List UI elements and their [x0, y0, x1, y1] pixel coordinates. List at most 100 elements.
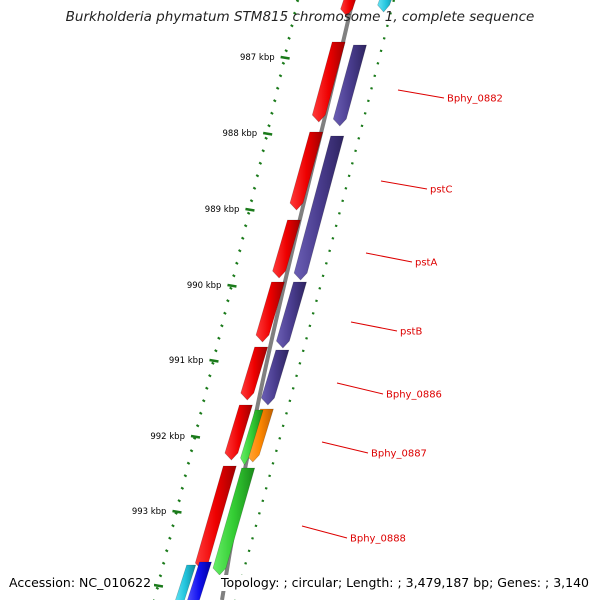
outer-tick [354, 149, 357, 153]
kbp-label: 987 kbp [240, 53, 275, 63]
minor-tick [211, 361, 215, 365]
minor-tick [292, 11, 297, 15]
major-tick [262, 131, 273, 136]
major-tick [172, 509, 182, 514]
outer-tick [288, 399, 292, 403]
outer-tick [247, 549, 251, 553]
outer-tick [389, 12, 392, 15]
kbp-ticks: 987 kbp 988 kbp 989 kbp 990 kbp 991 kbp 992 k… [113, 0, 396, 600]
gene-label[interactable]: Bphy_0887 [371, 449, 427, 460]
outer-tick [315, 299, 318, 303]
kbp-label: 989 kbp [205, 205, 240, 215]
minor-tick [249, 199, 254, 203]
outer-tick [298, 362, 302, 365]
outer-tick [278, 437, 282, 440]
map-title: Burkholderia phymatum STM815 chromosome … [65, 9, 535, 25]
gene-arrow [187, 561, 212, 600]
minor-tick [174, 511, 178, 515]
topology-value: circular [283, 575, 337, 590]
gene-arrow [311, 41, 346, 123]
minor-tick [168, 536, 172, 540]
outer-tick [254, 524, 258, 528]
minor-tick [255, 174, 260, 178]
outer-tick [328, 249, 332, 253]
outer-tick [311, 312, 315, 315]
gene-arrow [261, 349, 290, 406]
outer-tick [363, 112, 367, 115]
accession-value: NC_010622 [79, 575, 152, 590]
outer-tick [341, 199, 345, 203]
minor-tick [161, 561, 166, 565]
outer-tick [257, 512, 261, 515]
genes-value: 3,140 [545, 575, 589, 590]
minor-tick [165, 549, 169, 553]
outer-tick [308, 324, 312, 328]
kbp-label: 990 kbp [187, 281, 222, 291]
outer-tick [264, 487, 268, 490]
minor-tick [189, 449, 194, 453]
minor-tick [214, 349, 218, 353]
gene-arrow [255, 281, 285, 343]
gene-arrow [377, 0, 392, 13]
minor-tick [171, 524, 175, 528]
major-tick [280, 55, 290, 60]
major-tick [209, 358, 219, 363]
outer-tick [376, 62, 380, 65]
label-leader-line [350, 321, 398, 332]
gene-label[interactable]: pstA [415, 258, 437, 269]
minor-tick [287, 36, 291, 40]
minor-tick [180, 486, 185, 490]
outer-tick [324, 262, 328, 265]
label-leader-line [336, 382, 384, 395]
gene-label[interactable]: pstC [430, 185, 452, 196]
outer-tick [318, 287, 322, 290]
outer-tick [291, 387, 295, 390]
minor-tick [198, 411, 203, 415]
outer-tick [321, 274, 325, 278]
minor-tick [270, 111, 274, 115]
label-leader-line [397, 89, 445, 99]
accession-info: Accession: NC_010622 [6, 575, 155, 591]
gene-arrow [289, 131, 324, 211]
minor-tick [241, 236, 245, 240]
gene-arrow [240, 409, 264, 466]
outer-tick [268, 474, 272, 478]
label-leader-line [365, 252, 413, 263]
outer-tick [347, 174, 351, 178]
gene-arrow [276, 281, 307, 349]
gene-label[interactable]: pstB [400, 327, 422, 338]
outer-tick [370, 87, 373, 90]
outer-tick [360, 124, 364, 128]
label-leader-line [321, 441, 369, 454]
outer-tick [295, 374, 298, 378]
label-leader-line [380, 180, 428, 190]
gene-labels: Bphy_0882 pstC pstA pstB Bphy_0886 Bphy_0887 B… [301, 89, 503, 545]
outer-tick [344, 187, 348, 190]
gene-arrow [340, 0, 356, 17]
minor-tick [158, 574, 163, 578]
gene-label[interactable]: Bphy_0886 [386, 390, 442, 401]
outer-tick [357, 137, 361, 140]
minor-tick [232, 274, 236, 278]
gene-label[interactable]: Bphy_0888 [350, 534, 406, 545]
kbp-label: 993 kbp [132, 507, 167, 517]
outer-tick [392, 0, 396, 3]
minor-tick [273, 99, 277, 103]
major-tick [227, 283, 237, 288]
minor-tick [284, 49, 288, 53]
outer-tick [244, 562, 248, 565]
outer-tick [261, 499, 265, 503]
outer-tick [385, 24, 389, 28]
major-tick [153, 583, 164, 588]
genes-label: Genes: [497, 575, 542, 590]
minor-tick [226, 299, 230, 303]
outer-tick [305, 337, 308, 340]
minor-tick [278, 74, 283, 78]
gene-label[interactable]: Bphy_0882 [447, 94, 503, 105]
outer-tick [373, 74, 377, 78]
outer-tick [281, 424, 285, 428]
minor-tick [183, 474, 188, 478]
minor-tick [264, 136, 268, 140]
kbp-label: 988 kbp [223, 129, 258, 139]
